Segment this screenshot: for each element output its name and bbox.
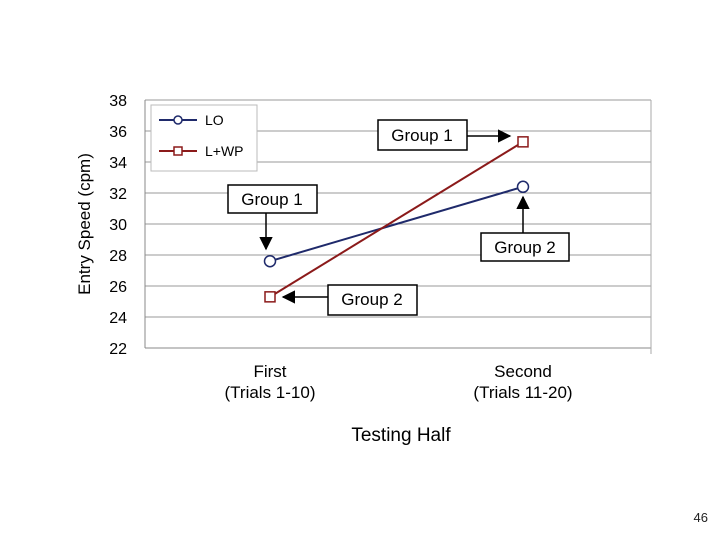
y-tick-label: 38 — [109, 93, 127, 110]
x-tick-label: (Trials 11-20) — [473, 383, 572, 402]
annotation-label-2: Group 1 — [241, 190, 302, 209]
data-point-lwp — [264, 291, 276, 303]
y-tick-label: 32 — [109, 186, 127, 203]
y-axis-label: Entry Speed (cpm) — [75, 153, 94, 295]
y-tick-label: 26 — [109, 279, 127, 296]
annotation-label-3: Group 2 — [494, 238, 555, 257]
annotation-label-4: Group 2 — [341, 290, 402, 309]
x-axis-label: Testing Half — [351, 425, 451, 446]
data-point-lwp — [517, 136, 529, 148]
annotation-box-2 — [227, 184, 318, 214]
series-line-l-wp — [269, 140, 524, 298]
annotations: Group 1 Group 1 Group 2 Group 2 — [227, 119, 570, 316]
y-tick-label: 22 — [109, 341, 127, 358]
legend: LO L+WP — [150, 104, 258, 172]
legend-lo-label: LO — [205, 112, 224, 128]
legend-box — [150, 104, 258, 172]
y-tick-labels: 22 24 26 28 30 32 34 36 38 — [109, 93, 127, 358]
series-layer — [263, 136, 530, 303]
annotation-box-1 — [377, 119, 468, 151]
series-line-lo — [269, 185, 524, 263]
x-tick-label: First — [253, 362, 286, 381]
legend-lwp-label: L+WP — [205, 143, 244, 159]
legend-lo-marker — [173, 115, 183, 125]
x-tick-label: Second — [494, 362, 552, 381]
slide-number: 46 — [693, 510, 708, 525]
y-tick-label: 34 — [109, 155, 127, 172]
data-point-lo — [516, 180, 530, 194]
y-tick-label: 36 — [109, 124, 127, 141]
x-tick-labels: First (Trials 1-10) Second (Trials 11-20) — [225, 362, 573, 402]
annotation-box-3 — [480, 232, 570, 262]
annotation-label-1: Group 1 — [391, 126, 452, 145]
data-point-lo — [263, 254, 277, 268]
annotation-box-4 — [327, 284, 418, 316]
y-tick-label: 28 — [109, 248, 127, 265]
y-tick-label: 30 — [109, 217, 127, 234]
y-tick-label: 24 — [109, 310, 127, 327]
x-tick-label: (Trials 1-10) — [225, 383, 316, 402]
legend-lwp-marker — [173, 146, 183, 156]
